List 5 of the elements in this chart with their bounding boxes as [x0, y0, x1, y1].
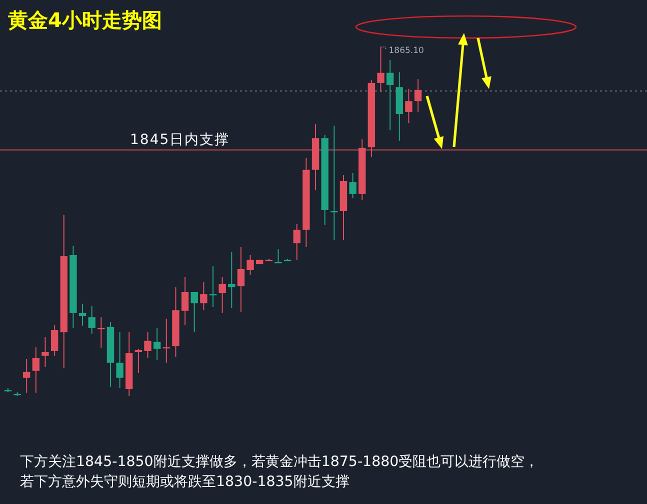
text: 下方关注1845-1850附近支撑做多，若黄金冲击1875-1880受阻也可以进行做空，: [20, 454, 539, 470]
ref-line-label: 1845日内支撑: [130, 132, 230, 148]
text: 若下方意外失守则短期或将跌至1830-1835附近支撑: [20, 474, 350, 490]
annotation: 1865.10: [388, 46, 424, 56]
chart-title: 黄金4小时走势图: [7, 8, 162, 32]
